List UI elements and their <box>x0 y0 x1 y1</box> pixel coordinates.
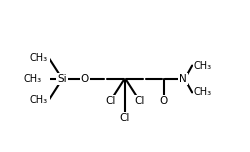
Text: CH₃: CH₃ <box>29 53 48 63</box>
Text: Cl: Cl <box>135 96 145 106</box>
Text: N: N <box>179 74 187 84</box>
Text: Cl: Cl <box>120 113 130 123</box>
Text: CH₃: CH₃ <box>194 87 212 97</box>
Text: CH₃: CH₃ <box>23 74 42 84</box>
Text: Si: Si <box>58 74 67 84</box>
Text: O: O <box>160 96 168 106</box>
Text: CH₃: CH₃ <box>29 95 48 105</box>
Text: CH₃: CH₃ <box>194 60 212 71</box>
Text: O: O <box>80 74 89 84</box>
Text: Cl: Cl <box>105 96 115 106</box>
